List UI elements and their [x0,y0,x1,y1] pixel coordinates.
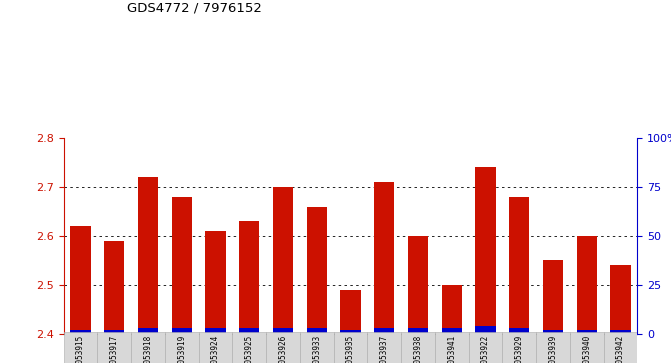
Bar [611,330,631,334]
Bar [205,231,225,334]
FancyBboxPatch shape [300,332,333,363]
Text: GDS4772 / 7976152: GDS4772 / 7976152 [127,2,262,15]
Text: GSM1053940: GSM1053940 [582,335,591,363]
Bar [340,330,361,334]
Text: GSM1053941: GSM1053941 [448,335,456,363]
Text: GSM1053939: GSM1053939 [549,335,558,363]
Bar [509,197,529,334]
Text: GSM1053915: GSM1053915 [76,335,85,363]
Bar [543,261,563,334]
Bar [374,328,395,334]
FancyBboxPatch shape [232,332,266,363]
Bar [138,177,158,334]
Bar [576,330,597,334]
FancyBboxPatch shape [165,332,199,363]
FancyBboxPatch shape [333,332,368,363]
Text: GSM1053938: GSM1053938 [413,335,423,363]
Bar [273,187,293,334]
Bar [205,328,225,334]
Text: GSM1053917: GSM1053917 [110,335,119,363]
Bar [408,236,428,334]
Bar [442,285,462,334]
Bar [374,182,395,334]
Text: GSM1053937: GSM1053937 [380,335,389,363]
FancyBboxPatch shape [570,332,604,363]
Bar [576,236,597,334]
Bar [442,328,462,334]
Bar [138,328,158,334]
Text: GSM1053933: GSM1053933 [312,335,321,363]
Text: GSM1053926: GSM1053926 [278,335,288,363]
Bar [611,265,631,334]
Bar [307,328,327,334]
Text: GSM1053935: GSM1053935 [346,335,355,363]
Bar [543,330,563,334]
FancyBboxPatch shape [132,332,165,363]
Bar [240,328,260,334]
FancyBboxPatch shape [536,332,570,363]
Bar [172,197,192,334]
FancyBboxPatch shape [401,332,435,363]
Bar [340,290,361,334]
Bar [104,241,125,334]
Text: GSM1053924: GSM1053924 [211,335,220,363]
Bar [408,328,428,334]
Bar [172,328,192,334]
Bar [476,167,496,334]
Text: GSM1053925: GSM1053925 [245,335,254,363]
FancyBboxPatch shape [97,332,132,363]
FancyBboxPatch shape [199,332,232,363]
Bar [70,330,91,334]
Text: GSM1053919: GSM1053919 [177,335,187,363]
FancyBboxPatch shape [435,332,469,363]
Bar [476,326,496,334]
Bar [273,328,293,334]
Text: GSM1053942: GSM1053942 [616,335,625,363]
FancyBboxPatch shape [469,332,503,363]
Bar [307,207,327,334]
Text: GSM1053929: GSM1053929 [515,335,524,363]
FancyBboxPatch shape [64,332,97,363]
FancyBboxPatch shape [604,332,637,363]
FancyBboxPatch shape [503,332,536,363]
Bar [240,221,260,334]
FancyBboxPatch shape [266,332,300,363]
FancyBboxPatch shape [368,332,401,363]
Bar [509,328,529,334]
Text: GSM1053922: GSM1053922 [481,335,490,363]
Text: GSM1053918: GSM1053918 [144,335,152,363]
Bar [70,226,91,334]
Bar [104,330,125,334]
